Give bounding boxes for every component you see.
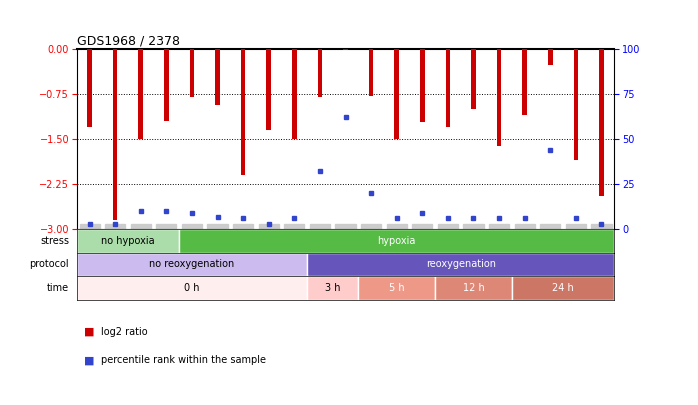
Text: reoxygenation: reoxygenation (426, 260, 496, 269)
Bar (358, 276, 435, 300)
Text: ■: ■ (84, 327, 94, 337)
Bar (369, 49, 373, 96)
Bar (599, 49, 604, 196)
Bar (138, 49, 143, 139)
Bar (241, 49, 246, 175)
Bar (548, 49, 553, 66)
Bar (471, 49, 476, 109)
Bar (445, 49, 450, 127)
Bar (307, 276, 358, 300)
Text: ■: ■ (84, 356, 94, 365)
Text: GDS1968 / 2378: GDS1968 / 2378 (77, 34, 180, 47)
Bar (77, 253, 307, 276)
Bar (190, 49, 194, 97)
Text: protocol: protocol (29, 260, 69, 269)
Text: 0 h: 0 h (184, 283, 200, 293)
Bar (215, 49, 220, 104)
Bar (497, 49, 501, 146)
Text: 3 h: 3 h (325, 283, 341, 293)
Bar (318, 49, 322, 97)
Bar (343, 49, 348, 50)
Bar (574, 49, 578, 160)
Bar (87, 49, 92, 127)
Bar (394, 49, 399, 139)
Bar (420, 49, 424, 122)
Text: stress: stress (40, 236, 69, 246)
Bar (267, 49, 271, 130)
Text: 24 h: 24 h (552, 283, 574, 293)
Text: 12 h: 12 h (463, 283, 484, 293)
Bar (77, 276, 307, 300)
Bar (77, 229, 179, 253)
Text: no reoxygenation: no reoxygenation (149, 260, 235, 269)
Bar (113, 49, 117, 220)
Text: percentile rank within the sample: percentile rank within the sample (101, 356, 266, 365)
Bar (307, 253, 614, 276)
Bar (164, 49, 169, 121)
Text: no hypoxia: no hypoxia (101, 236, 155, 246)
Bar (435, 276, 512, 300)
Text: time: time (47, 283, 69, 293)
Text: hypoxia: hypoxia (378, 236, 416, 246)
Bar (179, 229, 614, 253)
Text: log2 ratio: log2 ratio (101, 327, 148, 337)
Bar (522, 49, 527, 115)
Bar (512, 276, 614, 300)
Bar (292, 49, 297, 139)
Text: 5 h: 5 h (389, 283, 405, 293)
